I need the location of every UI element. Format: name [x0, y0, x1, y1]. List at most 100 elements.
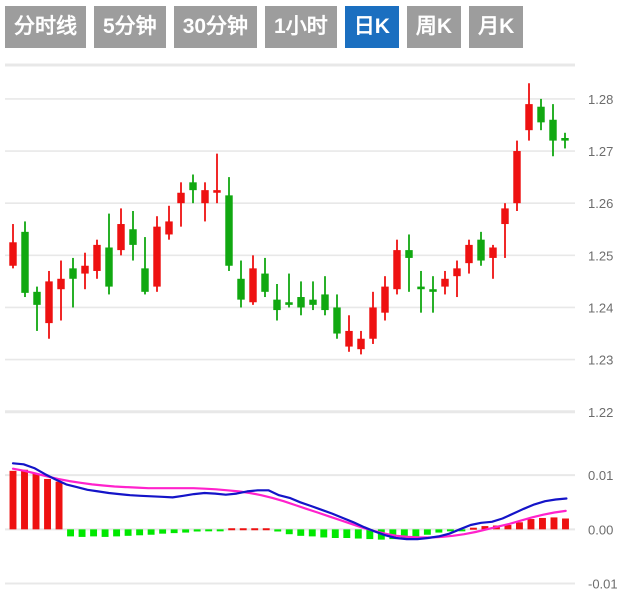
macd-dea-line — [11, 467, 567, 539]
macd-hist-bar — [331, 529, 339, 538]
macd-tick-label: -0.01 — [588, 577, 618, 592]
candle-body — [405, 250, 413, 258]
macd-tick-label: 0.01 — [588, 468, 613, 483]
candle-body — [561, 138, 569, 141]
macd-axis-labels: 0.01 0.00 -0.01 — [588, 468, 618, 591]
macd-hist-bar — [343, 529, 351, 538]
macd-hist-bar — [469, 527, 477, 530]
candle-body — [249, 268, 257, 303]
candle-body — [429, 289, 437, 292]
macd-hist-bar — [124, 529, 132, 536]
candle-body — [69, 268, 77, 279]
tab-0[interactable]: 分时线 — [5, 6, 86, 48]
candle-body — [213, 190, 221, 193]
macd-hist-bar — [354, 529, 362, 539]
candle-body — [93, 244, 101, 271]
candle-body — [465, 244, 473, 264]
candle-body — [357, 338, 365, 350]
macd-hist-bar — [274, 529, 282, 532]
chart-svg: 1.28 1.27 1.26 1.25 1.24 1.23 1.22 0.01 0.00 -0.… — [5, 63, 618, 592]
candle-body — [369, 307, 377, 339]
macd-hist-bar — [136, 529, 144, 536]
candle-body — [309, 299, 317, 305]
candle-body — [225, 195, 233, 266]
candle-body — [441, 278, 449, 287]
macd-hist-bar — [251, 528, 259, 531]
candle-body — [381, 286, 389, 313]
candle-body — [177, 192, 185, 204]
macd-hist-bar — [101, 529, 109, 537]
candle-body — [261, 273, 269, 292]
macd-lines — [11, 462, 568, 541]
candle-body — [21, 231, 29, 293]
price-tick-label: 1.27 — [588, 144, 613, 159]
candle-body — [393, 250, 401, 290]
candle-body — [189, 182, 197, 191]
price-axis-labels: 1.28 1.27 1.26 1.25 1.24 1.23 1.22 — [588, 92, 613, 420]
macd-hist-bar — [193, 529, 201, 532]
candle-body — [297, 297, 305, 308]
candle-body — [105, 247, 113, 287]
candle-body — [45, 281, 53, 324]
price-tick-label: 1.26 — [588, 196, 613, 211]
macd-histogram — [9, 469, 569, 540]
macd-tick-label: 0.00 — [588, 522, 613, 537]
macd-hist-bar — [21, 469, 28, 530]
candle-body — [321, 294, 329, 311]
candle-body — [81, 265, 89, 274]
macd-hist-bar — [285, 529, 293, 535]
macd-hist-bar — [32, 473, 40, 530]
candle-body — [489, 247, 497, 258]
candle-body — [117, 224, 125, 251]
macd-hist-bar — [527, 519, 535, 530]
macd-hist-bar — [67, 529, 75, 537]
candle-body — [153, 226, 161, 287]
candle-body — [477, 239, 485, 261]
candle-body — [165, 221, 173, 235]
macd-hist-bar — [412, 529, 420, 537]
tab-2[interactable]: 30分钟 — [173, 6, 258, 48]
macd-hist-bar — [182, 529, 190, 533]
macd-hist-bar — [539, 517, 546, 530]
tab-1[interactable]: 5分钟 — [94, 6, 166, 48]
macd-dif-line — [11, 462, 568, 541]
tab-3[interactable]: 1小时 — [265, 6, 337, 48]
macd-hist-bar — [562, 518, 569, 530]
candle-body — [57, 278, 65, 290]
candle-body — [237, 278, 245, 300]
macd-hist-bar — [297, 529, 305, 536]
candle-body — [537, 106, 545, 123]
price-tick-label: 1.24 — [588, 300, 613, 315]
macd-hist-bar — [239, 528, 247, 531]
candle-body — [285, 302, 293, 305]
candle-body — [201, 190, 209, 204]
chart-area: 1.28 1.27 1.26 1.25 1.24 1.23 1.22 0.01 0.00 -0.… — [0, 55, 642, 592]
tab-4[interactable]: 日K — [344, 6, 399, 48]
macd-hist-bar — [308, 529, 316, 537]
macd-hist-bar — [205, 529, 213, 532]
candle-body — [129, 229, 137, 245]
price-tick-label: 1.28 — [588, 92, 613, 107]
macd-hist-bar — [159, 529, 167, 534]
candle-body — [333, 307, 341, 334]
macd-hist-bar — [9, 470, 17, 530]
candle-body — [273, 299, 281, 311]
candle-body — [345, 330, 353, 347]
macd-hist-bar — [228, 528, 236, 531]
macd-hist-bar — [458, 529, 466, 532]
macd-hist-bar — [446, 529, 454, 532]
tab-5[interactable]: 周K — [406, 6, 462, 48]
macd-hist-bar — [216, 529, 224, 532]
candle-body — [141, 268, 149, 292]
macd-hist-bar — [44, 478, 51, 530]
macd-hist-bar — [113, 529, 121, 537]
tab-6[interactable]: 月K — [469, 6, 524, 48]
price-tick-label: 1.23 — [588, 353, 613, 368]
macd-hist-bar — [435, 529, 443, 533]
candle-body — [513, 151, 521, 204]
macd-hist-bar — [90, 529, 98, 537]
candle-body — [33, 291, 41, 305]
macd-hist-bar — [262, 528, 270, 531]
timeframe-tab-bar: 分时线 5分钟 30分钟 1小时 日K 周K 月K — [0, 0, 642, 55]
macd-hist-bar — [78, 529, 86, 537]
